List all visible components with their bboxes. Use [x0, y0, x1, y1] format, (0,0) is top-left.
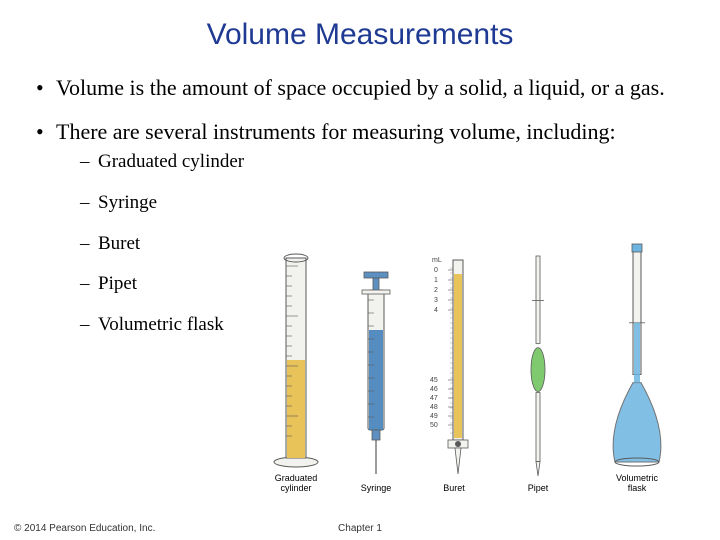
buret-label: Buret: [424, 484, 484, 494]
bullet-2-text: There are several instruments for measur…: [56, 119, 616, 144]
copyright-text: © 2014 Pearson Education, Inc.: [14, 523, 155, 534]
syringe-col: Syringe: [346, 250, 406, 494]
svg-text:2: 2: [434, 287, 438, 294]
slide-title: Volume Measurements: [30, 18, 690, 52]
sub-bullet-2: Syringe: [80, 192, 690, 215]
pipet-icon: [508, 250, 568, 480]
grad-cylinder-label: Graduatedcylinder: [266, 474, 326, 494]
grad-cylinder-icon: [266, 240, 326, 470]
buret-icon: mL 0 1 2 3 4 45 46 47 48 49 50: [424, 250, 484, 480]
instruments-figure: Graduatedcylinder Syringe mL 0 1 2 3 4 45 46 47 48 4…: [266, 232, 696, 494]
vol-flask-col: Volumetricflask: [602, 240, 672, 494]
svg-text:1: 1: [434, 277, 438, 284]
svg-text:46: 46: [430, 386, 438, 393]
svg-text:47: 47: [430, 395, 438, 402]
bullet-1: Volume is the amount of space occupied b…: [36, 74, 690, 102]
buret-col: mL 0 1 2 3 4 45 46 47 48 49 50 Buret: [424, 250, 484, 494]
vol-flask-icon: [602, 240, 672, 470]
svg-text:0: 0: [434, 267, 438, 274]
svg-text:4: 4: [434, 307, 438, 314]
chapter-text: Chapter 1: [338, 523, 382, 534]
grad-cylinder-col: Graduatedcylinder: [266, 240, 326, 494]
pipet-col: Pipet: [508, 250, 568, 494]
vol-flask-label: Volumetricflask: [602, 474, 672, 494]
syringe-icon: [346, 250, 406, 480]
svg-text:3: 3: [434, 297, 438, 304]
pipet-label: Pipet: [508, 484, 568, 494]
svg-text:49: 49: [430, 413, 438, 420]
svg-text:48: 48: [430, 404, 438, 411]
svg-text:45: 45: [430, 377, 438, 384]
sub-bullet-1: Graduated cylinder: [80, 151, 690, 174]
syringe-label: Syringe: [346, 484, 406, 494]
svg-text:mL: mL: [432, 257, 442, 264]
svg-text:50: 50: [430, 422, 438, 429]
